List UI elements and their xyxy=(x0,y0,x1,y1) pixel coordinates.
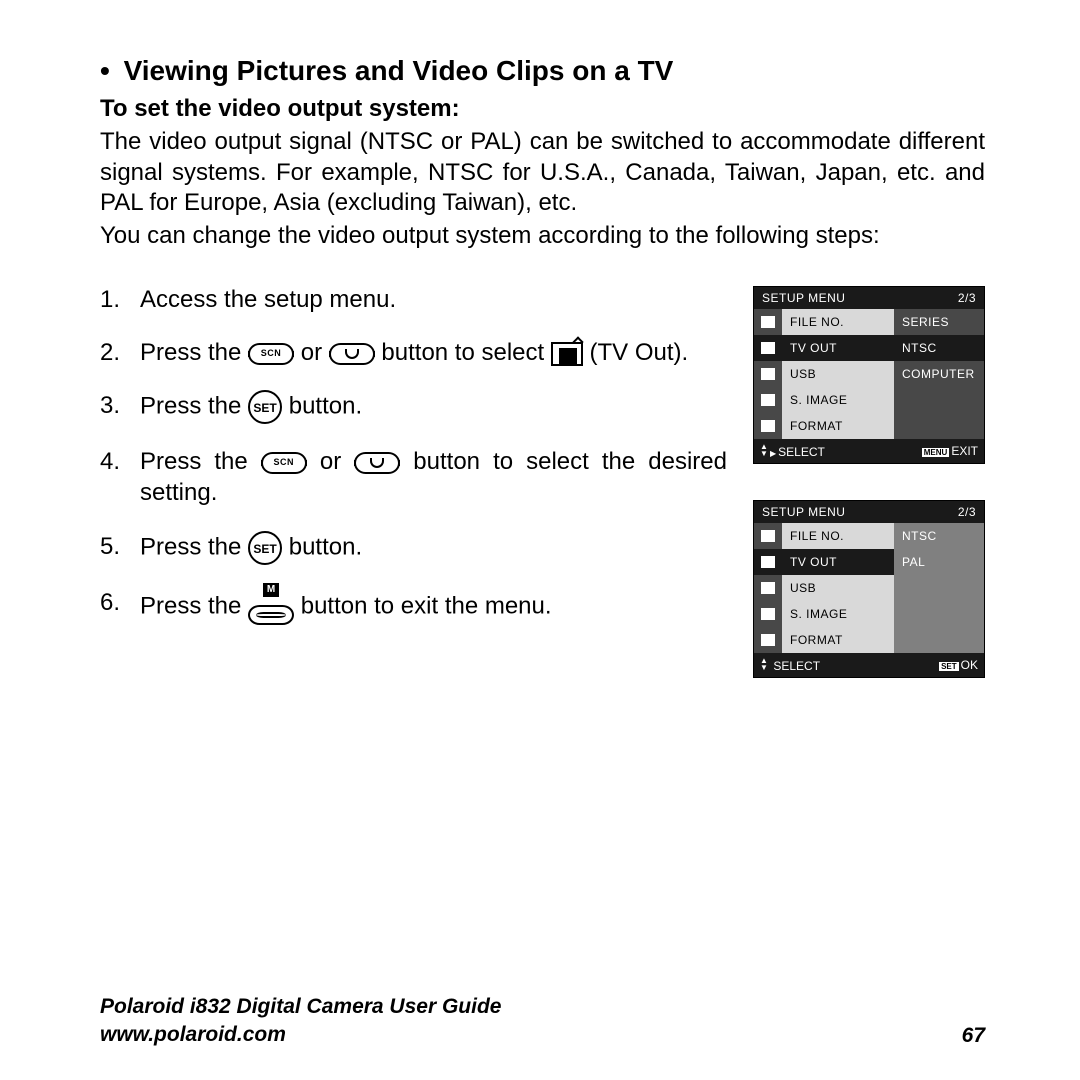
footer-guide: Polaroid i832 Digital Camera User Guide xyxy=(100,993,501,1020)
label: FORMAT xyxy=(782,413,894,439)
step-3-a: Press the xyxy=(140,393,248,420)
tv-icon xyxy=(761,556,775,568)
step-1: 1. Access the setup menu. xyxy=(100,284,727,315)
setup-menu-screenshot-b: SETUP MENU 2/3 FILE NO. NTSC TV OUT PAL … xyxy=(753,500,985,678)
value xyxy=(894,413,984,439)
footer-url: www.polaroid.com xyxy=(100,1021,501,1048)
step-2: 2. Press the SCN or button to select (TV… xyxy=(100,337,727,368)
format-icon xyxy=(761,634,775,646)
format-icon xyxy=(761,420,775,432)
step-3-b: button. xyxy=(289,393,362,420)
value: NTSC xyxy=(894,335,984,361)
simage-icon xyxy=(761,394,775,406)
step-5-b: button. xyxy=(289,533,362,560)
bullet-icon: • xyxy=(100,55,110,86)
label: FORMAT xyxy=(782,627,894,653)
setup-menu-screenshot-a: SETUP MENU 2/3 FILE NO. SERIES TV OUT NT… xyxy=(753,286,985,464)
value xyxy=(894,627,984,653)
row-s-image: S. IMAGE xyxy=(754,387,984,413)
title-text: Viewing Pictures and Video Clips on a TV xyxy=(124,55,674,86)
scn-up-button-icon: SCN xyxy=(261,452,307,474)
scn-up-button-icon: SCN xyxy=(248,343,294,365)
screen-b-page: 2/3 xyxy=(958,505,976,519)
value: NTSC xyxy=(894,523,984,549)
step-1-text: Access the setup menu. xyxy=(140,284,727,315)
step-2-a: Press the xyxy=(140,339,248,366)
menu-button-icon: M xyxy=(248,587,294,627)
step-2-b: or xyxy=(301,339,329,366)
row-format: FORMAT xyxy=(754,413,984,439)
updown-arrow-icon xyxy=(760,657,770,671)
footer-exit: EXIT xyxy=(951,444,978,458)
row-file-no: FILE NO. SERIES xyxy=(754,309,984,335)
set-tag: SET xyxy=(939,662,959,671)
simage-icon xyxy=(761,608,775,620)
subtitle: To set the video output system: xyxy=(100,95,985,123)
row-tv-out: TV OUT PAL xyxy=(754,549,984,575)
file-icon xyxy=(761,530,775,542)
page-number: 67 xyxy=(962,1024,985,1048)
footer-ok: OK xyxy=(961,658,978,672)
tv-out-icon xyxy=(551,342,583,366)
footer-select: SELECT xyxy=(778,445,825,459)
value xyxy=(894,387,984,413)
row-s-image: S. IMAGE xyxy=(754,601,984,627)
down-button-icon xyxy=(329,343,375,365)
step-2-d: (TV Out). xyxy=(590,339,689,366)
usb-icon xyxy=(761,368,775,380)
set-button-icon: SET xyxy=(248,531,282,565)
usb-icon xyxy=(761,582,775,594)
page-footer: Polaroid i832 Digital Camera User Guide … xyxy=(100,993,985,1048)
row-file-no: FILE NO. NTSC xyxy=(754,523,984,549)
screens-column: SETUP MENU 2/3 FILE NO. SERIES TV OUT NT… xyxy=(753,284,985,678)
label: S. IMAGE xyxy=(782,601,894,627)
row-tv-out: TV OUT NTSC xyxy=(754,335,984,361)
screen-a-title: SETUP MENU xyxy=(762,291,845,305)
label: USB xyxy=(782,575,894,601)
step-4-b: or xyxy=(320,448,354,475)
step-2-c: button to select xyxy=(381,339,550,366)
paragraph-1: The video output signal (NTSC or PAL) ca… xyxy=(100,127,985,219)
row-usb: USB COMPUTER xyxy=(754,361,984,387)
down-button-icon xyxy=(354,452,400,474)
label: FILE NO. xyxy=(782,309,894,335)
screen-a-page: 2/3 xyxy=(958,291,976,305)
set-button-icon: SET xyxy=(248,390,282,424)
label: FILE NO. xyxy=(782,523,894,549)
label: TV OUT xyxy=(782,335,894,361)
step-6: 6. Press the M button to exit the menu. xyxy=(100,587,727,627)
row-format: FORMAT xyxy=(754,627,984,653)
step-6-b: button to exit the menu. xyxy=(301,592,552,619)
label: TV OUT xyxy=(782,549,894,575)
updown-arrow-icon xyxy=(760,443,770,457)
step-5-a: Press the xyxy=(140,533,248,560)
label: S. IMAGE xyxy=(782,387,894,413)
file-icon xyxy=(761,316,775,328)
section-title: • Viewing Pictures and Video Clips on a … xyxy=(100,55,985,87)
step-3: 3. Press the SET button. xyxy=(100,390,727,424)
steps-column: 1. Access the setup menu. 2. Press the S… xyxy=(100,284,727,649)
footer-select: SELECT xyxy=(773,659,820,673)
paragraph-2: You can change the video output system a… xyxy=(100,221,985,252)
step-4-a: Press the xyxy=(140,448,261,475)
tv-icon xyxy=(761,342,775,354)
value: SERIES xyxy=(894,309,984,335)
menu-tag: MENU xyxy=(922,448,950,457)
right-arrow-icon xyxy=(770,445,778,459)
screen-b-title: SETUP MENU xyxy=(762,505,845,519)
value xyxy=(894,575,984,601)
value: PAL xyxy=(894,549,984,575)
step-6-a: Press the xyxy=(140,592,248,619)
row-usb: USB xyxy=(754,575,984,601)
value: COMPUTER xyxy=(894,361,984,387)
step-4: 4. Press the SCN or button to select the… xyxy=(100,446,727,508)
value xyxy=(894,601,984,627)
step-5: 5. Press the SET button. xyxy=(100,531,727,565)
label: USB xyxy=(782,361,894,387)
